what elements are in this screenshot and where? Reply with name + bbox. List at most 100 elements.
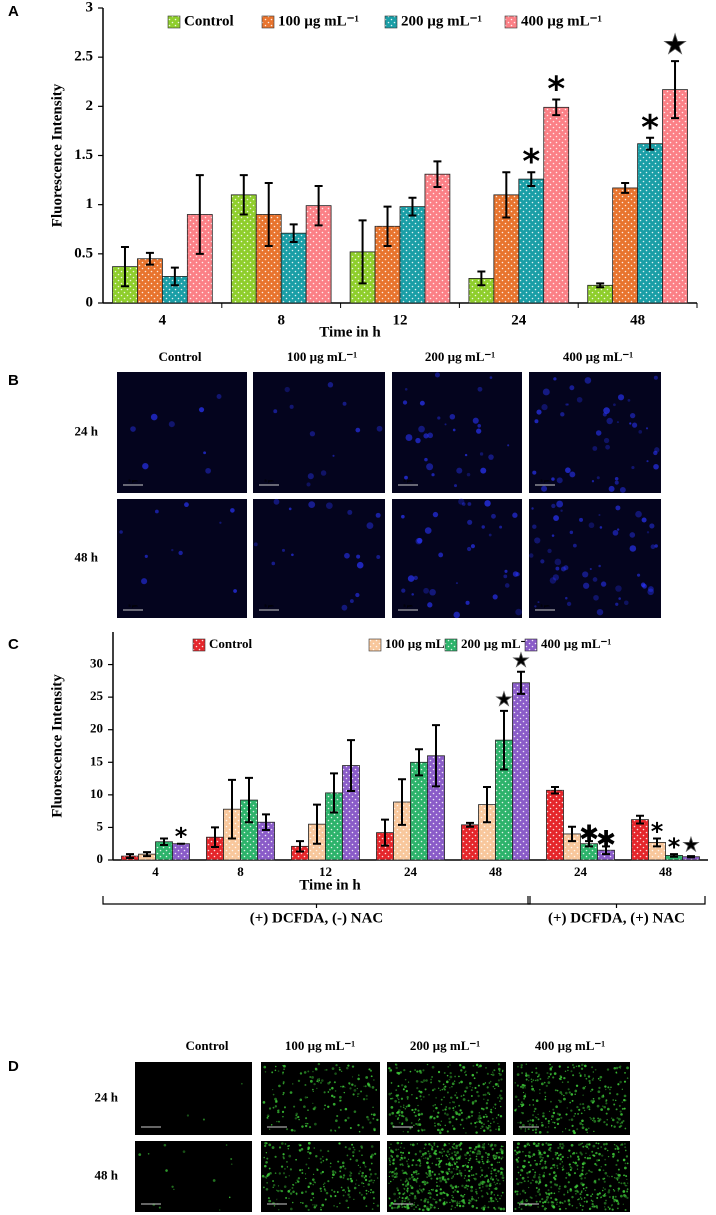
scale-bar-label: 50 µm bbox=[397, 1197, 409, 1202]
error-bar bbox=[398, 778, 406, 826]
micrograph bbox=[253, 372, 385, 493]
scale-bar-label: 5 µm bbox=[264, 603, 274, 608]
error-bar bbox=[483, 786, 491, 824]
legend-swatch bbox=[384, 15, 398, 29]
x-tick-label: 48 bbox=[489, 864, 503, 879]
column-label: 200 µg mL⁻¹ bbox=[410, 1038, 480, 1053]
error-bar bbox=[228, 778, 236, 840]
y-tick-label: 0 bbox=[86, 294, 94, 310]
error-bar bbox=[170, 266, 179, 287]
scale-bar-label: 50 µm bbox=[145, 1197, 157, 1202]
error-bar bbox=[408, 196, 417, 217]
error-bar bbox=[432, 724, 440, 788]
y-tick-label: 1.5 bbox=[74, 147, 93, 163]
row-label: 24 h bbox=[75, 423, 99, 438]
error-bar bbox=[670, 853, 678, 858]
bar bbox=[424, 173, 451, 304]
column-label: 100 µg mL⁻¹ bbox=[287, 349, 357, 364]
micrograph bbox=[392, 498, 522, 619]
micrograph bbox=[261, 1062, 380, 1135]
legend-label: 200 µg mL⁻¹ bbox=[401, 13, 482, 29]
bar bbox=[518, 178, 545, 304]
x-tick-label: 24 bbox=[511, 312, 527, 328]
significance-marker: ✱ bbox=[596, 825, 616, 853]
significance-marker: ★ bbox=[682, 833, 699, 856]
significance-marker: * bbox=[651, 818, 664, 846]
error-bar bbox=[120, 245, 129, 288]
error-bar bbox=[568, 825, 576, 843]
column-label: 100 µg mL⁻¹ bbox=[285, 1038, 355, 1053]
error-bar bbox=[621, 182, 630, 194]
y-tick-label: 10 bbox=[90, 786, 103, 801]
scale-bar-label: 5 µm bbox=[128, 603, 138, 608]
significance-marker: * bbox=[668, 833, 681, 861]
error-bar bbox=[596, 282, 605, 289]
x-axis-label: Time in h bbox=[319, 324, 381, 340]
bar bbox=[543, 106, 570, 304]
x-tick-label: 24 bbox=[404, 864, 418, 879]
micrograph bbox=[529, 499, 661, 618]
panel-label: A bbox=[8, 3, 19, 20]
x-tick-label: 24 bbox=[574, 864, 588, 879]
y-tick-label: 15 bbox=[90, 753, 104, 768]
x-axis-label: Time in h bbox=[299, 877, 361, 893]
bar bbox=[137, 258, 163, 304]
y-tick-label: 30 bbox=[90, 656, 103, 671]
error-bar bbox=[145, 251, 154, 266]
y-tick-label: 2.5 bbox=[74, 49, 93, 65]
bar bbox=[612, 187, 638, 304]
error-bar bbox=[602, 845, 610, 856]
group-label: (+) DCFDA, (-) NAC bbox=[250, 910, 384, 926]
error-bar bbox=[330, 772, 338, 814]
x-tick-label: 48 bbox=[630, 312, 645, 328]
group-bracket bbox=[102, 896, 531, 908]
bar bbox=[512, 682, 530, 861]
panel-label: C bbox=[8, 636, 19, 653]
group-bracket bbox=[527, 896, 706, 908]
scale-bar-label: 50 µm bbox=[523, 1120, 535, 1125]
error-bar bbox=[551, 786, 559, 795]
error-bar bbox=[195, 174, 204, 255]
y-tick-label: 0.5 bbox=[74, 245, 93, 261]
error-bar bbox=[552, 98, 561, 117]
bar bbox=[461, 824, 479, 861]
scale-bar-label: 5 µm bbox=[264, 478, 274, 483]
scale-bar-label: 5 µm bbox=[403, 478, 413, 483]
error-bar bbox=[527, 171, 536, 187]
column-label: 400 µg mL⁻¹ bbox=[535, 1038, 605, 1053]
micrograph bbox=[117, 499, 247, 618]
error-bar bbox=[653, 837, 661, 848]
x-tick-label: 12 bbox=[393, 312, 408, 328]
y-tick-label: 25 bbox=[90, 688, 104, 703]
legend-swatch bbox=[444, 638, 458, 652]
group-label: (+) DCFDA, (+) NAC bbox=[548, 910, 685, 926]
error-bar bbox=[517, 670, 525, 695]
row-label: 48 h bbox=[75, 549, 99, 564]
legend-swatch bbox=[504, 15, 518, 29]
legend-label: 400 µg mL⁻¹ bbox=[521, 13, 602, 29]
scale-bar-label: 5 µm bbox=[540, 478, 550, 483]
legend-swatch bbox=[167, 15, 181, 29]
column-label: 200 µg mL⁻¹ bbox=[425, 349, 495, 364]
significance-marker: ✱ bbox=[579, 820, 599, 848]
column-label: Control bbox=[158, 349, 201, 364]
micrograph bbox=[117, 372, 247, 493]
legend-label: Control bbox=[209, 636, 252, 651]
bar bbox=[631, 819, 649, 861]
y-tick-label: 1 bbox=[86, 196, 94, 212]
error-bar bbox=[466, 821, 474, 828]
legend-label: 100 µg mL⁻¹ bbox=[278, 13, 359, 29]
error-bar bbox=[381, 818, 389, 847]
legend-swatch bbox=[261, 15, 275, 29]
error-bar bbox=[160, 837, 168, 847]
x-tick-label: 12 bbox=[319, 864, 332, 879]
bar bbox=[399, 206, 426, 304]
error-bar bbox=[296, 840, 304, 853]
y-tick-label: 5 bbox=[97, 818, 104, 833]
y-tick-label: 3 bbox=[86, 0, 94, 15]
error-bar bbox=[671, 60, 680, 120]
error-bar bbox=[358, 219, 367, 285]
legend-swatch bbox=[524, 638, 538, 652]
error-bar bbox=[500, 709, 508, 771]
